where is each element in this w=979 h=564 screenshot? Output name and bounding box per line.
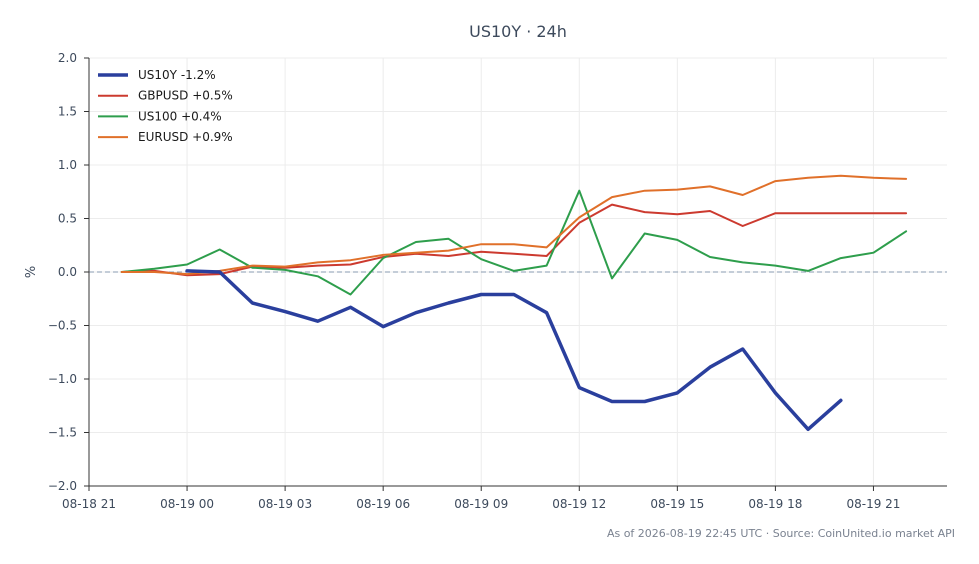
series-layer: [120, 174, 908, 432]
chart-title: US10Y · 24h: [469, 22, 567, 41]
y-tick-label-7: −1.5: [48, 426, 77, 440]
legend-label-2: US100 +0.4%: [138, 109, 222, 123]
x-tick-label-5: 08-19 12: [552, 497, 606, 511]
y-tick-label-3: 0.5: [58, 212, 77, 226]
y-tick-labels: 2.0 1.5 1.0 0.5 0.0 −0.5 −1.0 −1.5 −2.0: [48, 51, 89, 493]
y-tick-label-6: −1.0: [48, 372, 77, 386]
legend-label-0: US10Y -1.2%: [138, 68, 216, 82]
y-tick-label-4: 0.0: [58, 265, 77, 279]
x-tick-label-7: 08-19 18: [748, 497, 802, 511]
y-tick-label-8: −2.0: [48, 479, 77, 493]
x-tick-label-2: 08-19 03: [258, 497, 312, 511]
series-line-3: [120, 174, 908, 276]
series-line-2: [120, 189, 908, 296]
y-tick-label-5: −0.5: [48, 319, 77, 333]
x-tick-label-1: 08-19 00: [160, 497, 214, 511]
x-tick-label-6: 08-19 15: [650, 497, 704, 511]
legend: US10Y -1.2% GBPUSD +0.5% US100 +0.4% EURUSD…: [98, 68, 233, 144]
x-tick-label-4: 08-19 09: [454, 497, 508, 511]
y-axis-label: %: [24, 266, 39, 278]
y-tick-label-2: 1.0: [58, 158, 77, 172]
legend-label-1: GBPUSD +0.5%: [138, 89, 233, 103]
series-line-0: [185, 269, 843, 432]
legend-label-3: EURUSD +0.9%: [138, 130, 233, 144]
y-tick-label-0: 2.0: [58, 51, 77, 65]
x-tick-labels: 08-18 21 08-19 00 08-19 03 08-19 06 08-19 09…: [62, 486, 900, 511]
x-tick-label-8: 08-19 21: [846, 497, 900, 511]
y-tick-label-1: 1.5: [58, 105, 77, 119]
footer-source: As of 2026-08-19 22:45 UTC · Source: Coi…: [607, 527, 955, 540]
x-tick-label-0: 08-18 21: [62, 497, 116, 511]
x-tick-label-3: 08-19 06: [356, 497, 410, 511]
